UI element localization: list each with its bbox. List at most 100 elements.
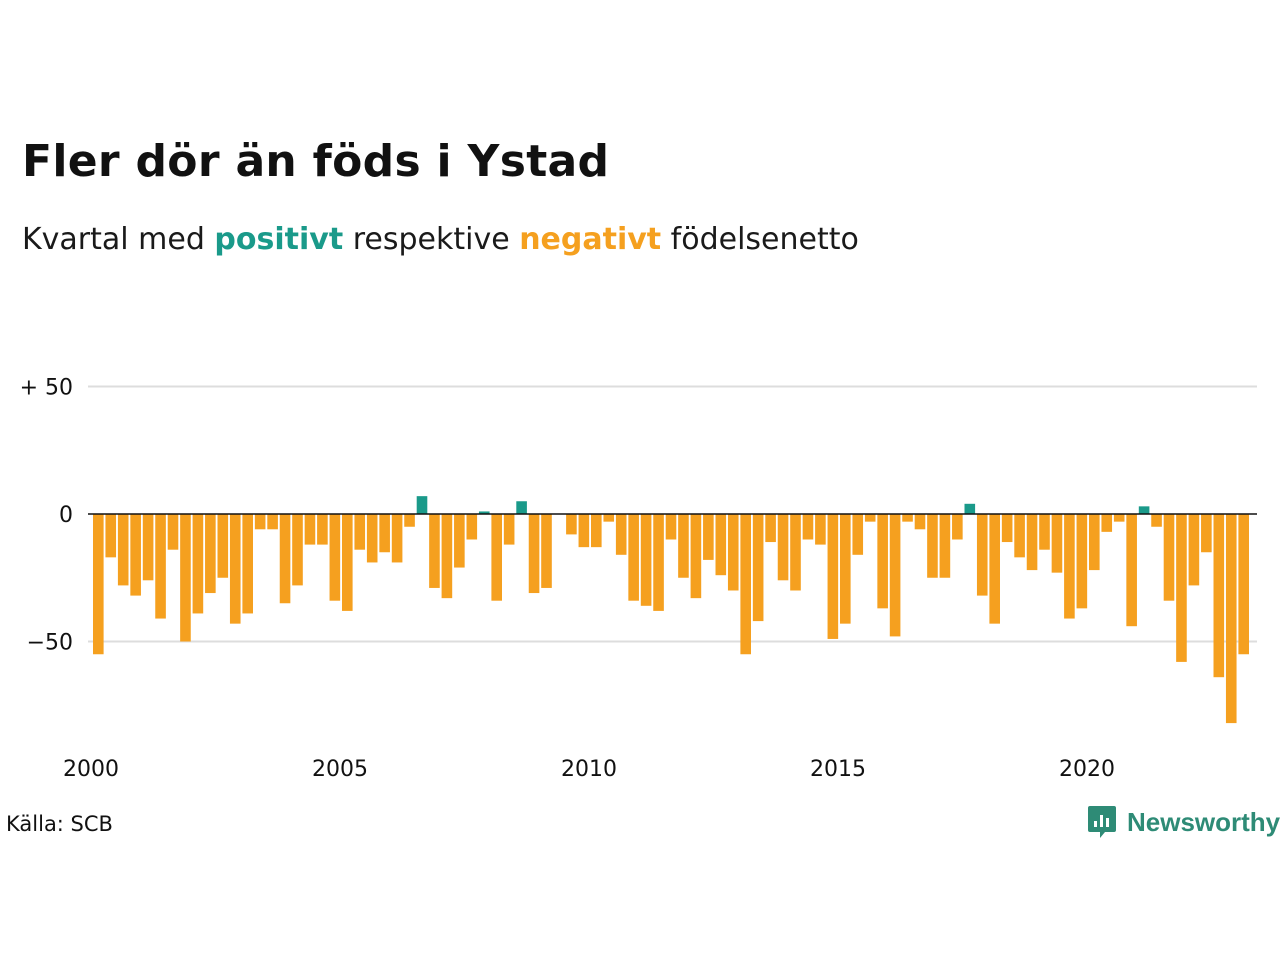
bar-2006K2 [404, 514, 415, 527]
bar-2005K4 [379, 514, 390, 553]
bar-2019K2 [1051, 514, 1063, 573]
bar-2021K3 [1163, 514, 1175, 601]
bar-2013K1 [740, 514, 751, 655]
bar-2003K1 [242, 514, 253, 614]
bar-2016K4 [927, 514, 938, 578]
bar-2001K4 [180, 514, 191, 642]
subtitle-negative-word: negativt [519, 222, 662, 257]
bar-2000K4 [130, 514, 141, 596]
bar-2005K3 [366, 514, 378, 563]
bar-2008K2 [503, 514, 515, 545]
bar-2010K1 [591, 514, 602, 548]
bar-2007K2 [454, 514, 465, 568]
bar-2018K3 [1014, 514, 1025, 558]
x-tick-label: 2010 [561, 757, 617, 782]
chart-subtitle: Kvartal med positivt respektive negativt… [22, 220, 859, 260]
bar-2010K4 [628, 514, 639, 601]
newsworthy-logo-text: Newsworthy [1127, 806, 1280, 837]
bar-2012K3 [715, 514, 727, 576]
bar-2016K3 [914, 514, 926, 530]
bar-2021K1 [1138, 506, 1150, 514]
bar-2009K1 [541, 514, 552, 588]
newsworthy-logo[interactable]: Newsworthy [1087, 804, 1280, 840]
x-axis-tick-labels: 2000 2005 2010 2015 2020 [63, 757, 1115, 782]
subtitle-suffix: födelsenetto [661, 222, 859, 257]
bar-2004K2 [304, 514, 316, 545]
bar-chart: + 50 0 −50 2000 2005 2010 2015 2020 [20, 376, 1257, 782]
x-tick-label: 2005 [312, 757, 368, 782]
subtitle-positive-word: positivt [214, 222, 344, 257]
bar-2010K2 [603, 514, 615, 522]
bar-2014K3 [815, 514, 826, 545]
bar-2009K3 [566, 514, 577, 535]
bar-2020K3 [1113, 514, 1125, 522]
bar-2008K1 [491, 514, 502, 601]
bar-2019K3 [1064, 514, 1075, 619]
bar-2008K3 [516, 501, 527, 514]
bar-2018K1 [989, 514, 1000, 624]
bar-2007K3 [466, 514, 478, 540]
newsworthy-logo-icon [1088, 806, 1116, 838]
bar-2013K4 [777, 514, 789, 581]
y-tick-label: 0 [59, 503, 73, 528]
bar-2010K3 [615, 514, 627, 555]
bar-2004K4 [329, 514, 341, 601]
bar-2015K3 [864, 514, 876, 522]
bar-2001K1 [142, 514, 154, 581]
bar-2007K4 [478, 511, 490, 514]
bar-2017K4 [976, 514, 988, 596]
bar-2007K1 [441, 514, 453, 599]
bar-2002K4 [229, 514, 241, 624]
bar-2002K3 [217, 514, 229, 578]
bar-2012K2 [703, 514, 714, 560]
source-label: Källa: SCB [6, 812, 113, 836]
bar-2011K2 [653, 514, 664, 611]
subtitle-prefix: Kvartal med [22, 222, 215, 257]
bar-2018K2 [1001, 514, 1013, 543]
bar-2000K3 [117, 514, 129, 586]
y-axis-tick-labels: + 50 0 −50 [20, 376, 73, 656]
bar-2008K4 [528, 514, 540, 594]
x-tick-label: 2015 [810, 757, 866, 782]
bar-2016K1 [889, 514, 901, 637]
bar-2002K2 [205, 514, 216, 594]
bar-2015K2 [852, 514, 864, 555]
bar-2019K4 [1076, 514, 1088, 609]
bar-2013K3 [765, 514, 776, 543]
bar-2021K2 [1151, 514, 1162, 527]
bar-2020K4 [1126, 514, 1137, 627]
bar-2020K1 [1089, 514, 1100, 571]
x-tick-label: 2000 [63, 757, 119, 782]
bars [88, 496, 1257, 724]
bar-2006K3 [416, 496, 428, 514]
bar-2004K1 [292, 514, 303, 586]
bar-2015K4 [877, 514, 888, 609]
bar-2014K2 [802, 514, 814, 540]
bar-2022K3 [1213, 514, 1225, 678]
bar-2023K1 [1238, 514, 1249, 655]
grid-lines [88, 385, 1257, 643]
bar-2003K3 [267, 514, 278, 530]
bar-2017K3 [964, 503, 976, 514]
bar-2012K1 [690, 514, 702, 599]
bar-2020K2 [1101, 514, 1113, 532]
bar-2005K1 [342, 514, 353, 611]
bar-2015K1 [840, 514, 851, 624]
bar-2011K1 [640, 514, 652, 606]
bar-2017K2 [952, 514, 963, 540]
bar-2003K2 [254, 514, 266, 530]
bar-2017K1 [939, 514, 951, 578]
bar-2001K2 [155, 514, 166, 619]
subtitle-middle: respektive [343, 222, 520, 257]
bar-2014K4 [827, 514, 839, 639]
bar-2019K1 [1039, 514, 1050, 550]
bar-2021K4 [1176, 514, 1187, 662]
bar-2003K4 [279, 514, 291, 604]
chart-title: Fler dör än föds i Ystad [22, 136, 610, 187]
bar-2006K4 [429, 514, 440, 588]
bar-2000K2 [105, 514, 117, 558]
bar-2014K1 [790, 514, 801, 591]
bar-2005K2 [354, 514, 366, 550]
bar-2006K1 [391, 514, 403, 563]
bar-2022K1 [1188, 514, 1200, 586]
